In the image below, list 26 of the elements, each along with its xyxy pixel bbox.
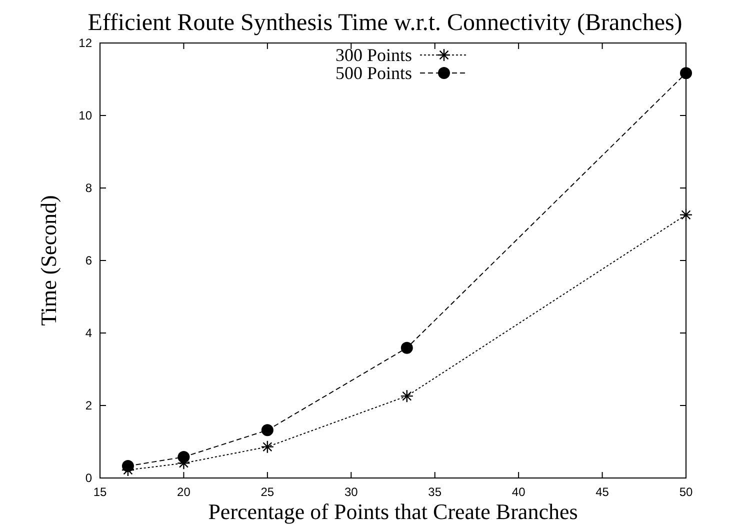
y-tick-label: 0 <box>85 471 92 485</box>
x-tick-label: 15 <box>93 485 107 499</box>
point <box>400 342 413 354</box>
point <box>679 208 693 222</box>
y-tick-label: 4 <box>85 326 92 340</box>
y-tick-label: 12 <box>78 36 92 50</box>
y-tick-label: 6 <box>85 254 92 268</box>
x-tick-label: 25 <box>260 485 274 499</box>
x-tick-label: 45 <box>596 485 610 499</box>
y-tick-label: 2 <box>85 398 92 412</box>
legend-label: 300 Points <box>335 45 412 65</box>
y-tick-label: 8 <box>85 181 92 195</box>
x-tick-label: 30 <box>344 485 358 499</box>
point <box>260 440 274 454</box>
point <box>261 424 274 436</box>
legend-label: 500 Points <box>335 63 412 83</box>
chart-title: Efficient Route Synthesis Time w.r.t. Connectivity (Branches) <box>88 10 682 36</box>
x-tick-label: 50 <box>679 485 693 499</box>
point <box>680 67 692 80</box>
point <box>400 389 414 403</box>
y-tick-label: 10 <box>78 108 92 122</box>
x-tick-label: 20 <box>177 485 191 499</box>
x-tick-label: 35 <box>428 485 442 499</box>
y-axis-title: Time (Second) <box>36 195 61 326</box>
x-axis-title: Percentage of Points that Create Branches <box>208 499 578 524</box>
x-tick-label: 40 <box>512 485 526 499</box>
